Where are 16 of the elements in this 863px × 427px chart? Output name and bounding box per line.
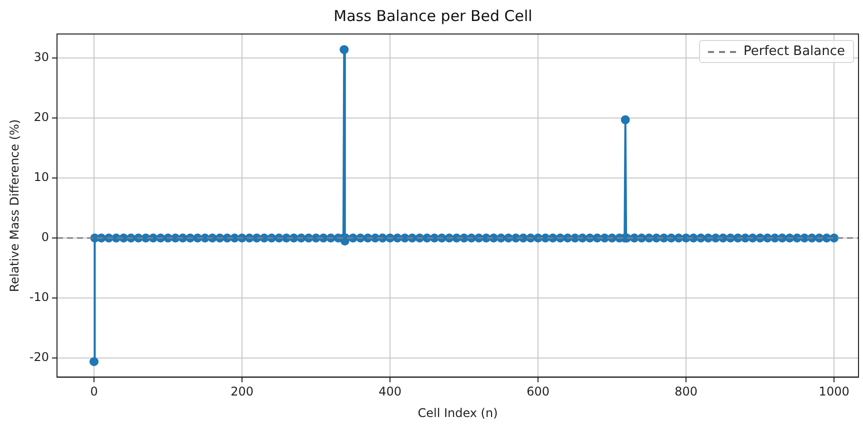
x-axis-title: Cell Index (n) — [418, 406, 498, 420]
y-tick-label: 10 — [34, 170, 49, 184]
y-tick-label: 0 — [41, 230, 49, 244]
y-tick-label: 20 — [34, 110, 49, 124]
x-tick-label: 1000 — [818, 384, 850, 399]
x-tick-label: 200 — [230, 384, 254, 399]
y-tick-label: -20 — [29, 350, 49, 364]
y-tick-label: 30 — [34, 50, 49, 64]
x-tick-label: 0 — [90, 384, 98, 399]
chart-title: Mass Balance per Bed Cell — [334, 6, 532, 25]
x-tick-label: 600 — [526, 384, 550, 399]
x-tick-label: 400 — [378, 384, 402, 399]
legend-label: Perfect Balance — [744, 44, 846, 59]
y-axis-title: Relative Mass Difference (%) — [7, 119, 22, 292]
y-tick-label: -10 — [29, 290, 49, 304]
x-tick-label: 800 — [674, 384, 698, 399]
